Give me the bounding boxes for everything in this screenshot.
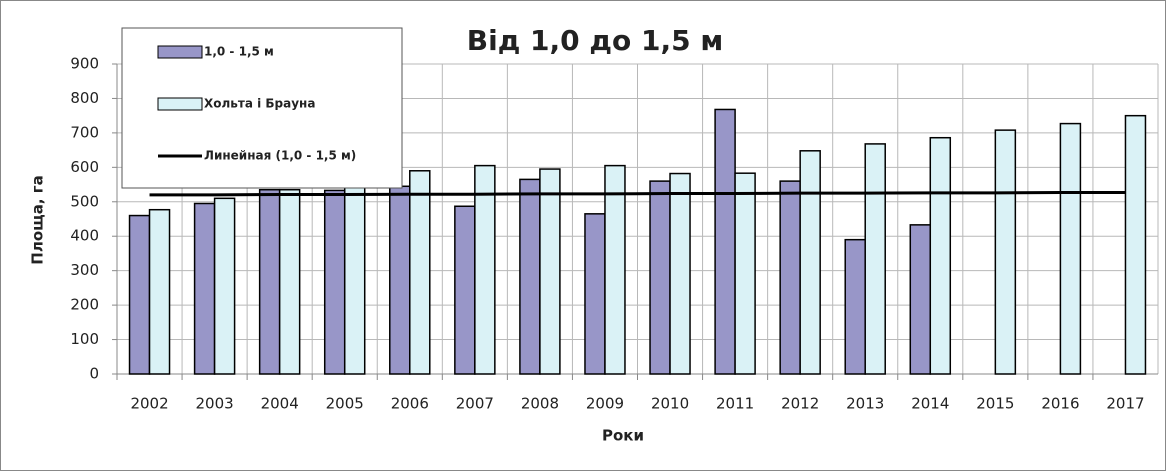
y-tick-label: 700	[70, 123, 99, 141]
bar	[1124, 114, 1147, 375]
bar	[343, 176, 366, 375]
x-tick-label: 2002	[130, 395, 168, 413]
chart-title: Від 1,0 до 1,5 м	[467, 24, 723, 57]
bar	[454, 205, 476, 375]
bar	[864, 143, 886, 375]
trend-line	[149, 190, 1126, 197]
x-tick-label: 2010	[651, 395, 689, 413]
legend-label: 1,0 - 1,5 м	[204, 45, 274, 59]
bar	[799, 150, 821, 375]
bar	[604, 164, 626, 375]
x-tick-label: 2004	[261, 395, 299, 413]
bar	[714, 108, 736, 375]
bar	[519, 178, 541, 375]
y-tick-label: 800	[70, 89, 99, 107]
x-tick-label: 2008	[521, 395, 559, 413]
bar	[323, 189, 346, 375]
y-tick-label: 100	[70, 330, 99, 348]
bar	[1059, 122, 1082, 375]
bar	[649, 180, 671, 375]
bar	[779, 180, 801, 375]
x-tick-label: 2006	[391, 395, 429, 413]
bar	[128, 214, 151, 375]
x-tick-label: 2016	[1041, 395, 1079, 413]
y-tick-label: 400	[70, 227, 99, 245]
x-tick-label: 2003	[196, 395, 234, 413]
x-tick-label: 2009	[586, 395, 624, 413]
legend-swatch	[157, 97, 203, 111]
bar	[213, 197, 236, 375]
bar	[734, 172, 756, 375]
bar	[584, 213, 606, 375]
bar	[994, 129, 1017, 375]
x-tick-label: 2017	[1106, 395, 1144, 413]
bar	[258, 188, 281, 375]
legend-swatch	[157, 45, 203, 59]
y-tick-label: 300	[70, 261, 99, 279]
x-tick-label: 2015	[976, 395, 1014, 413]
y-tick-label: 600	[70, 158, 99, 176]
x-tick-label: 2014	[911, 395, 949, 413]
y-tick-label: 0	[89, 365, 99, 383]
legend-label: Линейная (1,0 - 1,5 м)	[204, 149, 356, 163]
bar	[909, 224, 932, 375]
x-tick-label: 2007	[456, 395, 494, 413]
x-tick-label: 2005	[326, 395, 364, 413]
bar	[929, 136, 952, 375]
x-tick-label: 2011	[716, 395, 754, 413]
y-axis-label: Площа, га	[29, 175, 47, 264]
bar	[844, 238, 866, 375]
x-tick-label: 2012	[781, 395, 819, 413]
bar	[193, 202, 216, 375]
y-tick-label: 200	[70, 296, 99, 314]
y-tick-label: 900	[70, 55, 99, 73]
legend-label: Хольта і Брауна	[204, 97, 315, 111]
bar	[539, 168, 561, 375]
bar	[389, 185, 411, 375]
bar	[669, 172, 691, 375]
bar	[278, 188, 301, 375]
y-tick-label: 500	[70, 192, 99, 210]
bar	[474, 164, 496, 375]
bar	[148, 208, 171, 375]
x-axis-label: Роки	[602, 427, 644, 445]
bar	[409, 170, 431, 375]
x-tick-label: 2013	[846, 395, 884, 413]
